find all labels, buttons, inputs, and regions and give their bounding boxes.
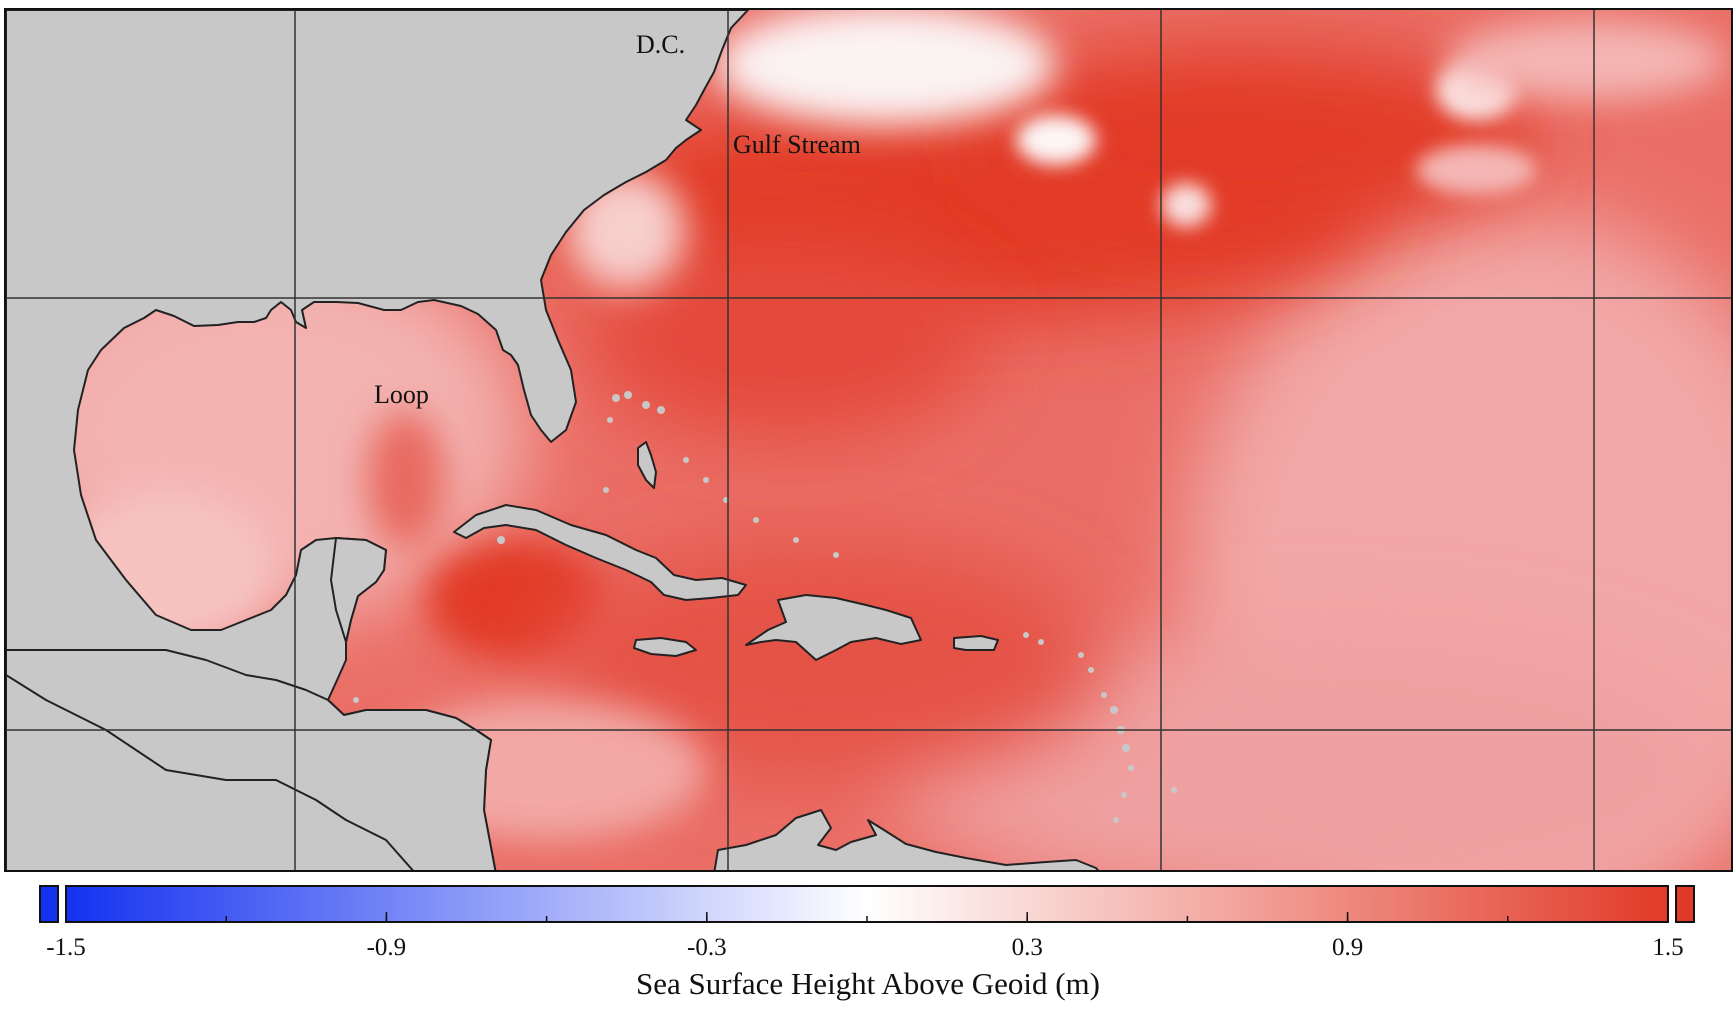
colorbar-tick-label: -0.3: [687, 934, 727, 961]
cuba: [453, 504, 747, 601]
label-loop: Loop: [374, 380, 429, 409]
south-america-landmass: [713, 809, 1099, 870]
sea-surface-height-map: [6, 10, 1731, 870]
jamaica: [633, 637, 697, 657]
colorbar-tick-label: -0.9: [366, 934, 407, 961]
colorbar-gradient: [65, 885, 1669, 923]
puerto-rico: [953, 635, 999, 651]
small-islands: [353, 391, 1177, 823]
colorbar-tick-label: 0.9: [1331, 934, 1364, 961]
colorbar-tick-label: -1.5: [46, 934, 86, 961]
land: [6, 10, 1099, 870]
map-panel: D.C. Gulf Stream Loop: [4, 8, 1733, 872]
colorbar-tick-label: 0.3: [1011, 934, 1043, 961]
colorbar-tick-label: 1.5: [1652, 934, 1684, 961]
hispaniola: [745, 594, 922, 661]
graticule: [6, 10, 1731, 870]
yucatan-peninsula: [330, 537, 387, 643]
label-gulf-stream: Gulf Stream: [733, 130, 861, 159]
label-dc: D.C.: [636, 30, 686, 59]
andros-island: [637, 441, 657, 489]
colorbar-title: Sea Surface Height Above Geoid (m): [635, 966, 1101, 1001]
colorbar-over-extend: [1675, 885, 1695, 923]
colorbar-under-extend: [39, 885, 59, 923]
